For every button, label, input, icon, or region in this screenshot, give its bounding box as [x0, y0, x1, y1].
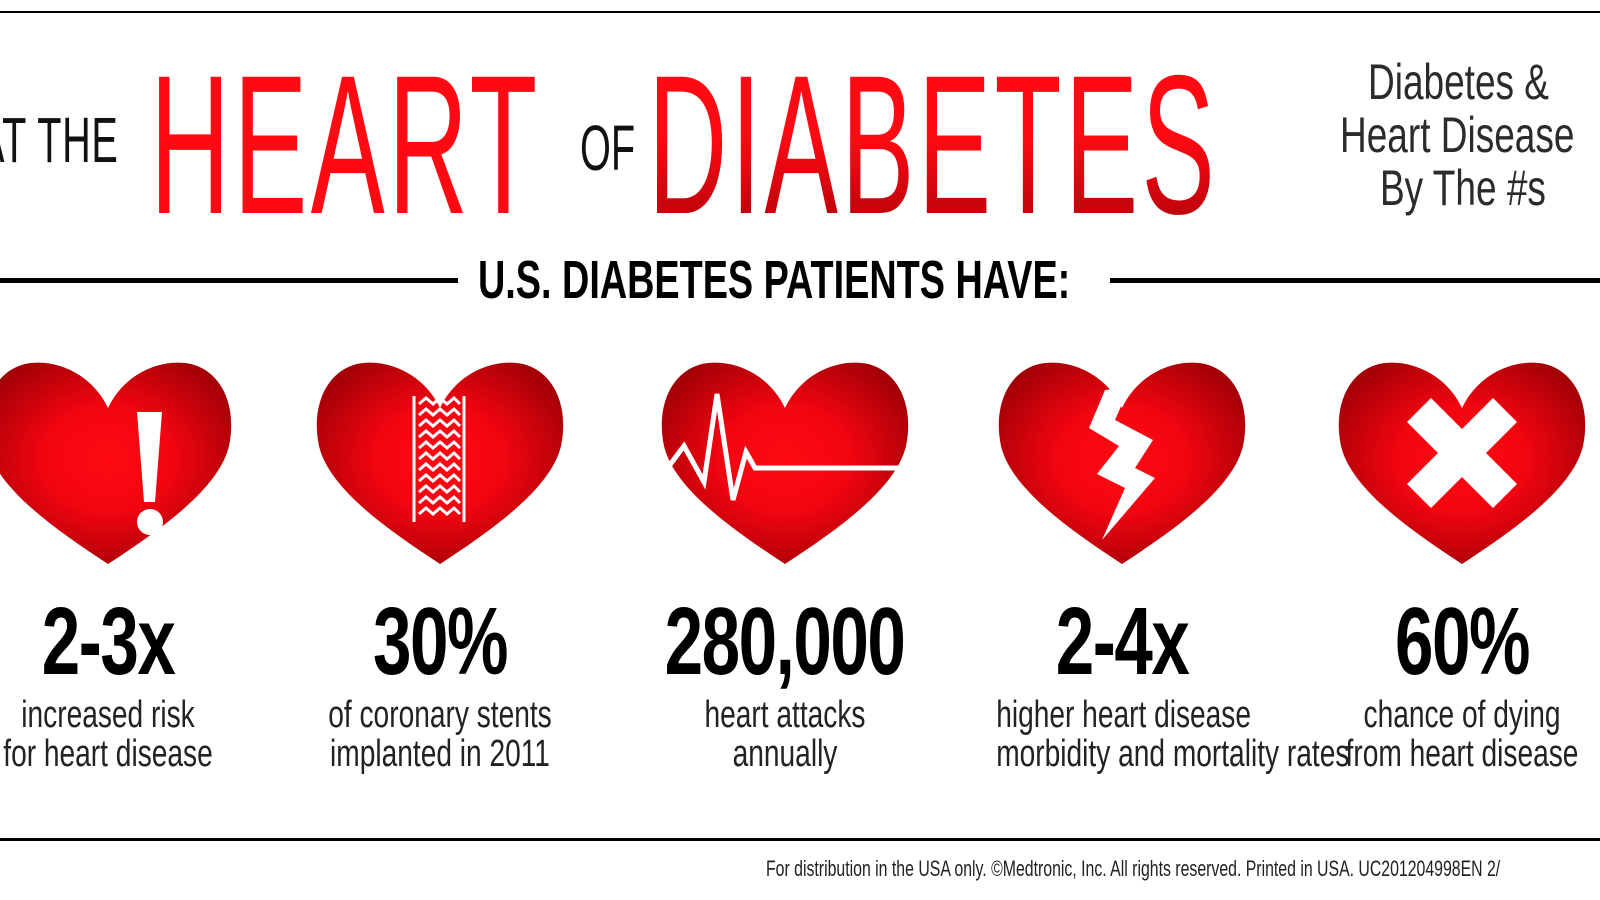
heartbeat-icon — [664, 393, 908, 501]
heart-exclamation-graphic — [0, 362, 232, 564]
section-heading: U.S. DIABETES PATIENTS HAVE: — [478, 250, 1071, 310]
stat-value: 2-3x — [41, 588, 176, 695]
stat-description: increased risk for heart disease — [3, 694, 213, 775]
subtitle: Diabetes & Heart Disease By The #s — [1340, 56, 1600, 215]
title-diabetes-word: DIABETES — [648, 34, 1219, 255]
stat-description: heart attacks annually — [704, 694, 866, 775]
subtitle-line-3: By The #s — [1380, 160, 1546, 216]
title-prefix: AT THE — [0, 104, 119, 176]
stat-value: 60% — [1394, 588, 1530, 695]
footer-disclaimer: For distribution in the USA only. ©Medtr… — [766, 856, 1501, 881]
title-heart-word: HEART — [150, 34, 541, 255]
stat-value: 280,000 — [665, 588, 906, 695]
subtitle-line-1: Diabetes & — [1368, 54, 1549, 110]
heart-heartbeat-graphic — [661, 362, 909, 564]
heart-broken-graphic — [998, 362, 1246, 564]
exclamation-icon — [137, 412, 163, 535]
bottom-border-rule — [0, 838, 1600, 841]
subtitle-line-2: Heart Disease — [1340, 107, 1575, 163]
stat-description: of coronary stents implanted in 2011 — [328, 694, 552, 775]
stat-value: 2-4x — [1055, 588, 1190, 695]
stat-description: chance of dying from heart disease — [1345, 694, 1579, 775]
heart-x-graphic — [1338, 362, 1586, 564]
title-connector: OF — [580, 112, 636, 184]
lightning-crack-icon — [1089, 388, 1155, 540]
stent-icon — [412, 395, 466, 522]
x-mark-icon — [1407, 398, 1517, 508]
heading-rule-right — [1110, 278, 1600, 283]
stat-value: 30% — [372, 588, 508, 695]
top-border-rule — [0, 11, 1600, 13]
heading-rule-left — [0, 278, 458, 283]
stat-description: higher heart disease morbidity and morta… — [996, 694, 1350, 775]
heart-stent-graphic — [316, 362, 564, 564]
